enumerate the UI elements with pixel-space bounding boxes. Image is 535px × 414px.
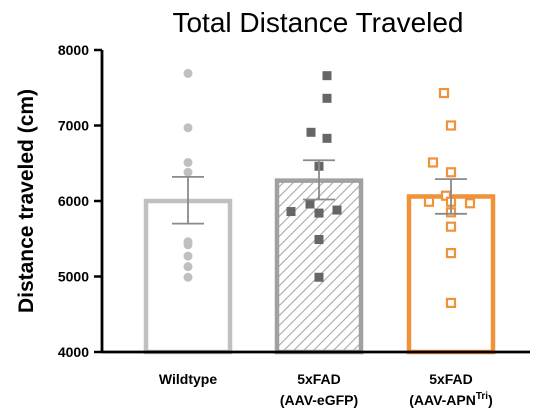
x-label-text-end: ) xyxy=(488,392,493,408)
data-point xyxy=(314,272,324,282)
x-tick-label: 5xFAD xyxy=(429,371,473,387)
data-point xyxy=(332,205,342,215)
data-point xyxy=(183,123,193,133)
y-axis-label: Distance traveled (cm) xyxy=(15,89,38,313)
data-point xyxy=(445,221,457,232)
x-label-text: (AAV-eGFP) xyxy=(280,392,358,408)
x-tick-label: Wildtype xyxy=(159,371,217,387)
x-axis-labels: Wildtype 5xFAD (AAV-eGFP) 5xFAD (AAV-APNTri) xyxy=(159,371,493,408)
data-point xyxy=(306,127,316,137)
data-point xyxy=(183,157,193,167)
data-point xyxy=(183,167,193,177)
axes xyxy=(100,50,530,354)
data-point xyxy=(445,247,457,259)
chart-title: Total Distance Traveled xyxy=(172,7,463,38)
x-label-superscript: Tri xyxy=(476,391,488,402)
bar xyxy=(274,178,364,355)
data-point xyxy=(445,167,457,178)
data-point xyxy=(427,157,439,168)
data-point xyxy=(322,93,332,103)
data-point xyxy=(305,199,315,209)
data-point xyxy=(322,133,332,143)
data-point xyxy=(445,297,457,309)
data-point xyxy=(183,262,193,272)
data-point xyxy=(445,120,457,131)
y-tick-label: 4000 xyxy=(58,344,89,360)
data-point xyxy=(183,68,193,78)
bar xyxy=(406,194,496,355)
bars xyxy=(143,178,496,355)
y-tick-label: 7000 xyxy=(58,118,89,134)
error-bars xyxy=(172,159,467,225)
data-point xyxy=(423,196,435,207)
y-tick-label: 5000 xyxy=(58,269,89,285)
data-point xyxy=(322,71,332,81)
data-point xyxy=(183,240,193,250)
x-label-text: (AAV-APN xyxy=(409,392,476,408)
data-point xyxy=(464,198,476,209)
data-point xyxy=(438,87,450,99)
x-tick-label: 5xFAD xyxy=(297,371,341,387)
x-tick-label-line2: (AAV-eGFP) xyxy=(280,392,358,408)
data-point xyxy=(183,251,193,261)
data-point xyxy=(314,235,324,245)
y-tick-label: 6000 xyxy=(58,193,89,209)
y-axis-ticks: 4000 5000 6000 7000 8000 xyxy=(58,42,102,360)
data-point xyxy=(183,272,193,282)
data-point xyxy=(286,207,296,217)
x-tick-label-line2: (AAV-APNTri) xyxy=(409,391,493,408)
data-point xyxy=(314,208,324,218)
y-tick-label: 8000 xyxy=(58,42,89,58)
